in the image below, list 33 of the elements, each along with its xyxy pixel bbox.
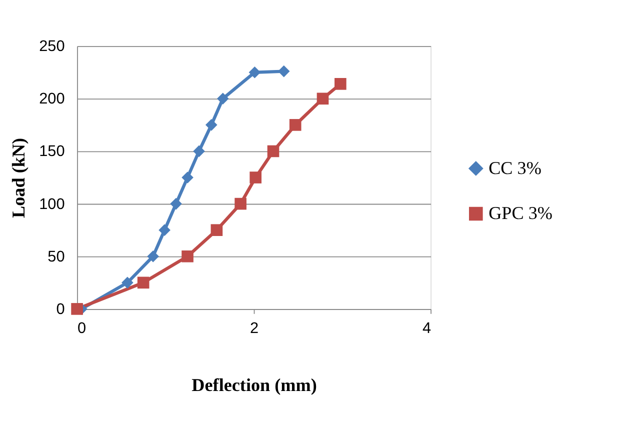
point bbox=[250, 172, 262, 184]
point bbox=[122, 276, 134, 289]
point bbox=[267, 145, 280, 158]
point bbox=[316, 92, 329, 105]
y-tick-label: 150 bbox=[39, 143, 65, 160]
point bbox=[289, 119, 302, 131]
y-tick-label: 0 bbox=[56, 300, 65, 318]
y-tick-label: 250 bbox=[39, 38, 65, 56]
point bbox=[210, 224, 223, 236]
point bbox=[205, 119, 218, 131]
y-tick-label: 200 bbox=[39, 90, 65, 108]
point bbox=[248, 66, 261, 78]
point bbox=[234, 198, 246, 210]
y-tick-label: 50 bbox=[48, 248, 65, 266]
point bbox=[193, 145, 205, 158]
legend-label: GPC 3% bbox=[488, 203, 552, 224]
point bbox=[334, 78, 346, 90]
y-tick-label: 100 bbox=[39, 196, 65, 213]
point bbox=[278, 65, 290, 78]
point bbox=[158, 224, 170, 236]
x-tick-label: 0 bbox=[78, 320, 86, 337]
point bbox=[137, 276, 150, 289]
legend-label: CC 3% bbox=[488, 158, 542, 178]
point bbox=[147, 250, 159, 262]
point bbox=[170, 198, 182, 210]
y-axis-title: Load (kN) bbox=[8, 138, 29, 218]
point bbox=[182, 250, 194, 262]
point bbox=[182, 172, 194, 184]
x-axis-title: Deflection (mm) bbox=[192, 374, 317, 395]
point bbox=[71, 303, 83, 315]
point bbox=[216, 92, 229, 105]
x-tick-label: 4 bbox=[422, 320, 432, 337]
x-tick-label: 2 bbox=[250, 320, 259, 337]
